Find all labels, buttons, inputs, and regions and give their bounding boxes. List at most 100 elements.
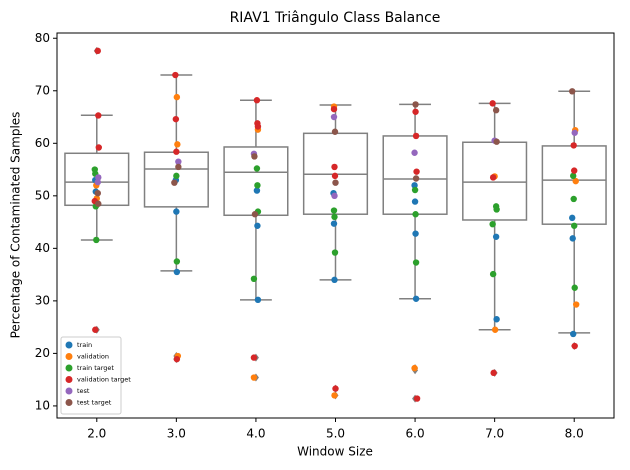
strip-point [570,172,577,180]
strip-point [254,123,262,130]
y-tick-label: 60 [35,136,50,150]
x-axis-label: Window Size [297,445,373,459]
y-tick-label: 40 [35,241,50,255]
strip-point [493,138,500,145]
strip-point [331,213,338,221]
strip-point [253,187,261,194]
legend-frame [60,336,122,415]
strip-point [570,330,577,338]
strip-point [173,355,181,363]
strip-point [254,296,262,304]
y-tick-label: 70 [35,83,50,97]
x-tick-label: 2.0 [87,427,106,441]
strip-point [412,295,420,302]
strip-point [570,142,577,149]
strip-point [572,177,579,185]
y-tick-label: 30 [35,293,50,307]
strip-point [172,115,180,123]
x-tick-label: 4.0 [246,427,265,441]
strip-point [571,342,578,350]
strip-point [331,192,338,200]
legend-marker [65,387,73,395]
strip-point [489,220,496,228]
strip-point [492,233,500,240]
strip-point [174,141,181,148]
strip-point [251,211,259,218]
legend-label: train target [77,364,114,372]
strip-point [94,189,101,197]
strip-point [250,275,258,283]
strip-point [489,100,496,107]
strip-point [92,326,99,333]
strip-point [490,369,497,377]
strip-point [94,178,101,186]
strip-point [173,268,181,276]
strip-point [411,198,419,205]
strip-point [173,172,180,180]
y-tick-label: 80 [35,31,50,45]
strip-point [493,316,500,323]
x-tick-label: 3.0 [167,427,186,441]
strip-point [411,149,418,156]
strip-point [95,112,102,119]
strip-point [493,206,500,213]
strip-point [331,128,339,135]
strip-point [412,230,419,237]
x-tick-label: 5.0 [326,427,345,441]
y-tick-label: 50 [35,188,50,202]
strip-point [330,105,338,113]
strip-point [489,270,497,278]
strip-point [571,167,578,174]
strip-point [331,172,339,180]
x-tick-label: 6.0 [406,427,425,441]
strip-point [411,186,419,194]
strip-point [94,47,101,55]
legend-label: train [77,341,92,349]
strip-point [569,88,576,95]
legend-marker [65,364,73,372]
strip-point [254,222,261,229]
strip-point [173,93,181,101]
y-tick-label: 10 [35,398,50,412]
strip-point [175,163,182,171]
strip-point [571,222,578,229]
legend-label: test [77,387,90,395]
strip-point [330,220,338,227]
strip-point [412,175,420,182]
y-axis-label: Percentage of Contaminated Samples [9,112,23,339]
strip-point [95,200,102,207]
strip-point [250,354,258,361]
strip-point [332,179,339,186]
strip-point [411,364,418,372]
y-tick-label: 20 [35,346,50,360]
strip-point [411,182,418,189]
strip-point [332,385,339,392]
strip-point [330,207,338,214]
strip-point [331,163,338,171]
strip-point [492,107,500,114]
strip-point [412,259,420,266]
chart-title: RIAV1 Triângulo Class Balance [230,10,441,26]
legend-marker [65,376,73,383]
legend-marker [65,399,73,406]
strip-point [569,214,576,222]
legend-label: validation target [77,376,131,384]
strip-point [491,326,499,333]
plot-frame [56,32,615,419]
legend-label: validation [77,353,109,361]
strip-point [173,258,181,265]
strip-point [331,392,338,399]
x-tick-label: 8.0 [565,427,584,441]
strip-point [251,153,258,160]
strip-point [571,129,578,136]
strip-point [95,174,102,181]
strip-point [173,208,180,215]
strip-point [173,148,180,155]
strip-point [489,174,497,181]
strip-point [413,168,420,175]
legend-marker [65,353,73,360]
box [541,145,607,225]
strip-point [172,71,179,79]
